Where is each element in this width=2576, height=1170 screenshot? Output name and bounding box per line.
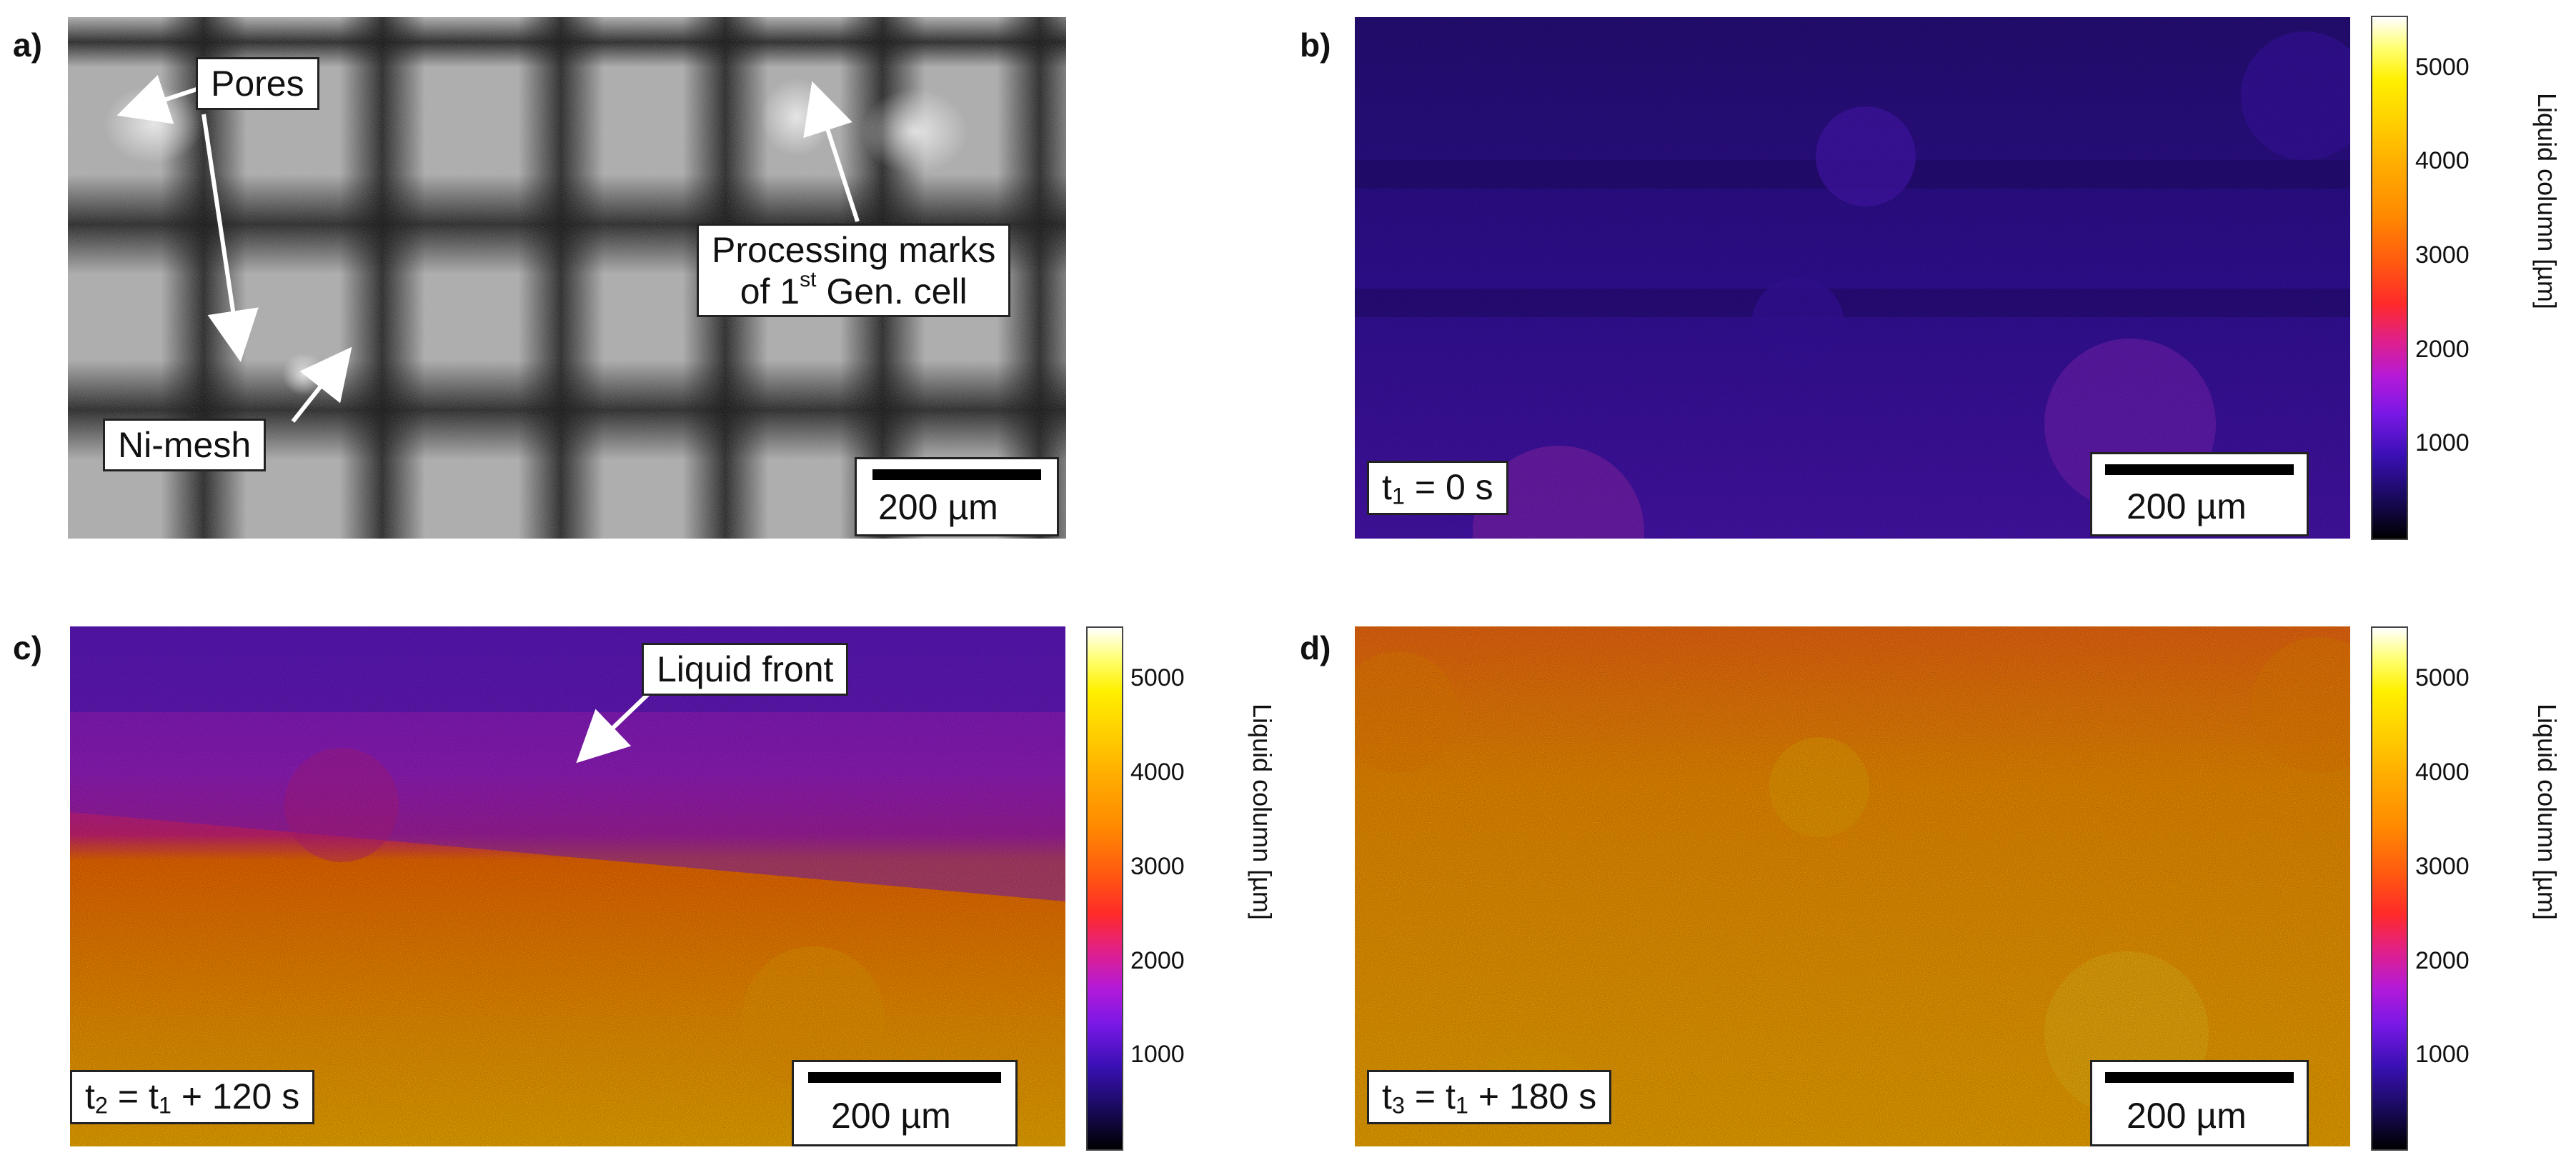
colorbar-label-b: Liquid column [µm] (2532, 93, 2562, 309)
time-label-b: t1 = 0 s (1367, 461, 1508, 515)
scale-box-d: 200 µm (2090, 1060, 2309, 1146)
panel-letter-d: d) (1300, 629, 1331, 666)
colorbar-tick: 2000 (2415, 336, 2470, 363)
colorbar-tick: 1000 (2415, 1041, 2470, 1068)
scale-label-d: 200 µm (2127, 1096, 2247, 1136)
scale-label-b: 200 µm (2127, 486, 2247, 526)
scale-box-b: 200 µm (2090, 452, 2309, 536)
colorbar-tick: 5000 (2415, 664, 2470, 691)
scale-box-c: 200 µm (792, 1060, 1018, 1146)
colorbar-tick: 3000 (2415, 241, 2470, 269)
colorbar-tick: 3000 (2415, 853, 2470, 880)
time-label-c: t2 = t1 + 120 s (70, 1070, 315, 1124)
colorbar-tick: 2000 (2415, 947, 2470, 974)
scale-bar-c (808, 1072, 1001, 1083)
colorbar-c (1086, 626, 1123, 1151)
processing-line-2: of 1st Gen. cell (740, 267, 968, 311)
colorbar-tick: 2000 (1130, 947, 1185, 974)
label-ni-mesh: Ni-mesh (103, 419, 267, 471)
panel-letter-c: c) (13, 629, 42, 666)
colorbar-d (2371, 626, 2408, 1151)
scale-bar-b (2105, 464, 2294, 475)
colorbar-tick: 4000 (1130, 759, 1185, 786)
label-liquid-front: Liquid front (642, 643, 849, 696)
scale-bar-d (2105, 1072, 2294, 1083)
processing-line-1: Processing marks (712, 230, 996, 270)
panel-letter-a: a) (13, 26, 42, 64)
time-label-d: t3 = t1 + 180 s (1367, 1070, 1612, 1124)
scale-label-a: 200 µm (878, 487, 998, 527)
colorbar-tick: 5000 (2415, 54, 2470, 81)
panel-letter-b: b) (1300, 26, 1331, 64)
colorbar-label-c: Liquid column [µm] (1248, 704, 1277, 920)
colorbar-tick: 3000 (1130, 853, 1185, 880)
colorbar-tick: 4000 (2415, 759, 2470, 786)
liquid-map-d (1355, 626, 2350, 1146)
label-pores: Pores (196, 57, 319, 110)
colorbar-tick: 1000 (2415, 429, 2470, 456)
scale-box-a: 200 µm (855, 457, 1059, 536)
colorbar-label-d: Liquid column [µm] (2532, 704, 2562, 920)
scale-bar-a (872, 469, 1041, 480)
colorbar-tick: 4000 (2415, 147, 2470, 174)
colorbar-tick: 1000 (1130, 1041, 1185, 1068)
annotation-arrows-a (116, 75, 860, 423)
liquid-front-arrow (576, 673, 670, 764)
scale-label-c: 200 µm (831, 1096, 951, 1136)
colorbar-tick: 5000 (1130, 664, 1185, 691)
liquid-map-b (1355, 17, 2350, 539)
label-processing-marks: Processing marks of 1st Gen. cell (697, 224, 1011, 317)
colorbar-b (2371, 16, 2408, 540)
